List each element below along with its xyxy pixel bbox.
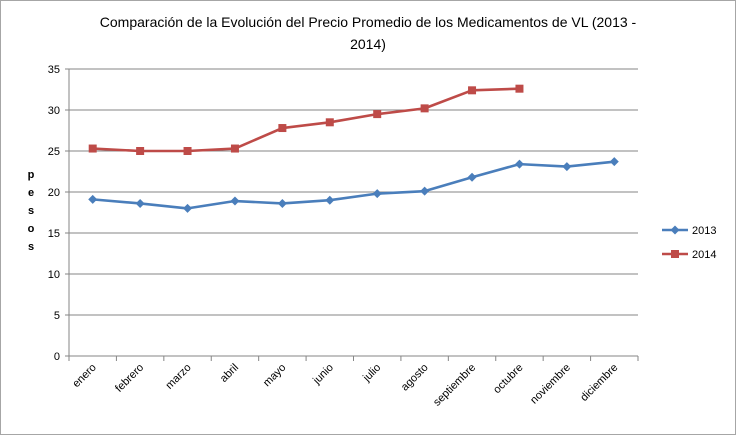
y-tick-label: 0 xyxy=(54,351,60,363)
data-point-2013 xyxy=(230,196,240,206)
data-point-2014 xyxy=(88,144,97,153)
series-line-2014 xyxy=(92,87,520,153)
data-point-2014 xyxy=(278,124,287,133)
data-point-2013 xyxy=(325,195,335,205)
x-tick-label: julio xyxy=(360,362,383,385)
y-axis-label-letter: e xyxy=(28,187,34,199)
x-tick-label: diciembre xyxy=(578,362,620,404)
data-point-2013 xyxy=(135,198,145,208)
x-tick-label: agosto xyxy=(399,362,431,394)
y-tick-label: 15 xyxy=(48,228,60,240)
data-point-2014 xyxy=(325,118,334,127)
y-tick-label: 10 xyxy=(48,269,60,281)
data-point-2014 xyxy=(468,86,477,95)
x-tick-label: noviembre xyxy=(528,362,573,407)
y-tick-label: 25 xyxy=(48,146,60,158)
data-point-2013 xyxy=(277,198,287,208)
data-point-2014 xyxy=(183,147,192,155)
x-tick-label: enero xyxy=(70,362,98,390)
y-axis-label-letter: s xyxy=(28,205,34,217)
data-point-2013 xyxy=(467,172,477,182)
y-axis-label: p e s o s xyxy=(28,169,35,253)
x-tick-label: mayo xyxy=(261,362,289,390)
legend-marker-2013 xyxy=(670,225,680,235)
x-tick-label: febrero xyxy=(113,362,146,395)
chart-title-line-1: Comparación de la Evolución del Precio P… xyxy=(100,14,637,30)
data-point-2014 xyxy=(420,104,429,113)
legend-label: 2013 xyxy=(692,225,716,237)
data-point-2013 xyxy=(514,159,524,169)
y-tick-label: 35 xyxy=(48,64,60,76)
y-axis-label-letter: s xyxy=(28,241,34,253)
series-line-2013 xyxy=(92,160,615,210)
data-point-2014 xyxy=(136,147,145,155)
data-point-2014 xyxy=(515,84,524,93)
x-tick-label: marzo xyxy=(164,362,194,392)
x-tick-label: septiembre xyxy=(431,362,478,409)
data-point-2013 xyxy=(88,194,98,204)
y-tick-label: 30 xyxy=(48,105,60,117)
y-axis-label-letter: p xyxy=(28,169,35,181)
data-point-2014 xyxy=(230,144,239,153)
x-tick-label: abril xyxy=(218,362,241,385)
y-tick-label: 5 xyxy=(54,310,60,322)
x-tick-label: junio xyxy=(310,362,336,388)
data-point-2013 xyxy=(562,162,572,172)
data-point-2013 xyxy=(183,203,193,213)
data-point-2013 xyxy=(420,186,430,196)
y-tick-label: 20 xyxy=(48,187,60,199)
legend-marker-2014 xyxy=(671,250,679,258)
legend-label: 2014 xyxy=(692,249,716,261)
chart-title-line-2: 2014) xyxy=(350,36,386,52)
data-point-2013 xyxy=(609,157,619,167)
x-tick-label: octubre xyxy=(491,362,525,396)
y-axis-label-letter: o xyxy=(28,223,35,235)
data-point-2014 xyxy=(373,110,382,119)
data-point-2013 xyxy=(372,189,382,199)
